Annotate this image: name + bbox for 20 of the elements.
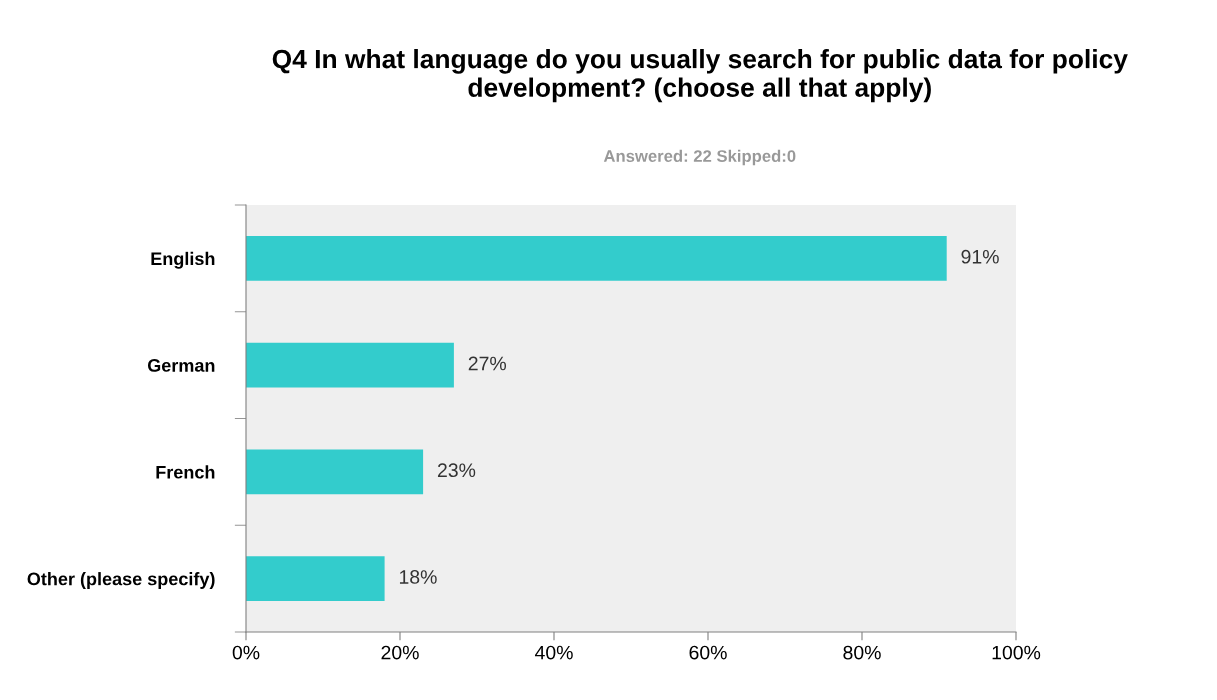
data-label: 27%: [468, 356, 507, 371]
bar: [246, 342, 454, 388]
bar: [246, 556, 385, 602]
x-tick-label: 40%: [534, 645, 573, 660]
chart-title: Q4 In what language do you usually search for public data for policy development? (choose all that apply): [272, 49, 1128, 103]
x-tick-label: 20%: [381, 645, 419, 660]
bar: [246, 235, 947, 281]
x-tick-label: 60%: [689, 645, 727, 660]
x-tick-label: 100%: [992, 645, 1041, 660]
x-tick-label: 0%: [232, 645, 260, 660]
y-tick-label: German: [147, 359, 215, 372]
y-tick-label: French: [156, 465, 215, 479]
bar: [246, 449, 424, 495]
y-tick-label: English: [151, 251, 215, 269]
y-tick-label: Other (please specify): [27, 572, 215, 589]
data-label: 91%: [961, 249, 999, 264]
data-label: 18%: [399, 570, 437, 584]
data-label: 23%: [437, 463, 476, 478]
x-tick-label: 80%: [843, 645, 881, 660]
chart-subtitle: Answered: 22 Skipped:0: [603, 149, 796, 166]
